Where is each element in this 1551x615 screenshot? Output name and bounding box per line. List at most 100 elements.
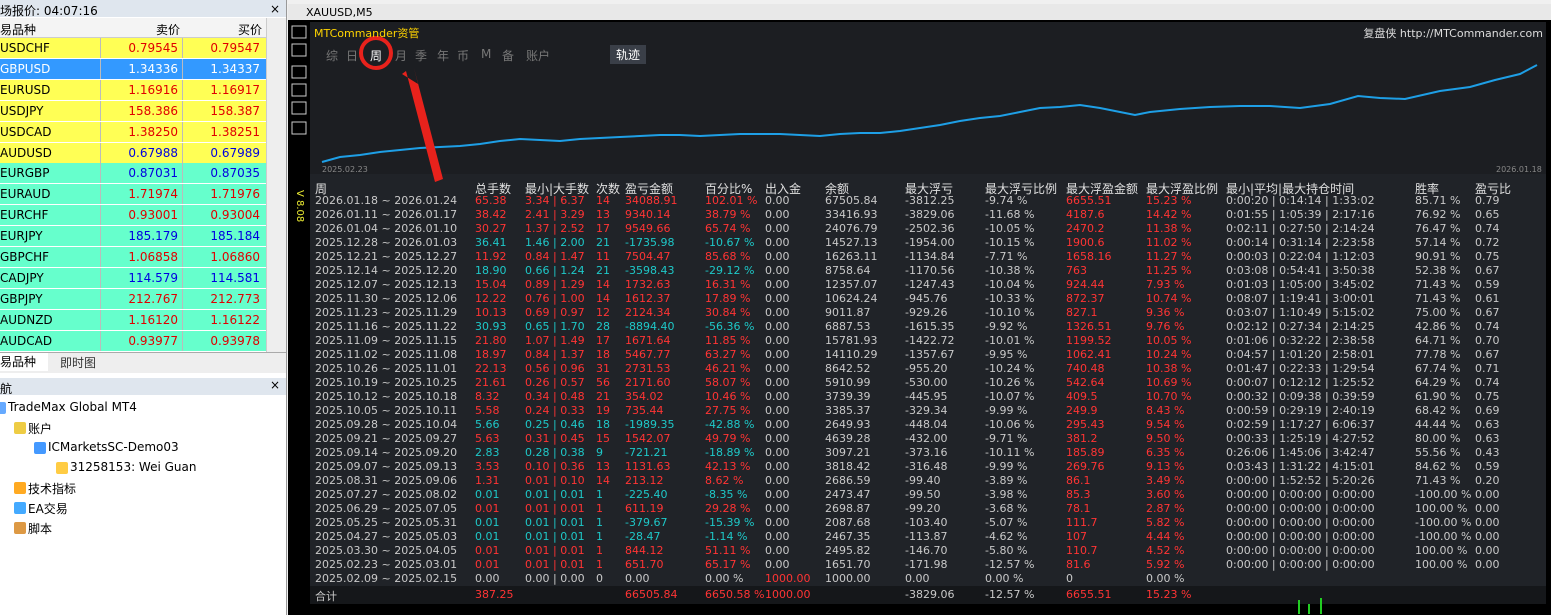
table-cell: 0.00	[765, 194, 790, 207]
table-cell: -1170.56	[905, 264, 955, 277]
tab[interactable]: M	[481, 47, 492, 61]
table-cell: 17	[596, 334, 610, 347]
table-cell: 46.21 %	[705, 362, 751, 375]
tree-item[interactable]: EA交易	[28, 502, 68, 516]
table-cell: -10.06 %	[985, 418, 1035, 431]
table-cell: 381.2	[1066, 432, 1098, 445]
table-cell: -10.10 %	[985, 306, 1035, 319]
table-cell: 17.89 %	[705, 292, 751, 305]
table-cell: 8642.52	[825, 362, 871, 375]
panel-title: 场报价: 04:07:16	[0, 4, 98, 18]
table-cell: 827.1	[1066, 306, 1098, 319]
tree-item[interactable]: 脚本	[28, 522, 53, 536]
table-cell: 2025.09.21 ~ 2025.09.27	[315, 432, 458, 445]
table-cell: 0.10 | 0.36	[525, 460, 585, 473]
table-cell: 0:00:00 | 0:00:00 | 0:00:00	[1226, 544, 1375, 557]
quote-row	[0, 163, 266, 184]
table-cell: 0:03:43 | 1:31:22 | 4:15:01	[1226, 460, 1375, 473]
column-header: 易品种	[0, 23, 37, 37]
tab[interactable]: 账户	[526, 49, 551, 63]
tab[interactable]: 日	[346, 49, 359, 63]
cell-divider	[182, 100, 183, 121]
table-cell: 0.00	[1475, 488, 1500, 501]
cell-divider	[182, 79, 183, 100]
table-cell: 10.05 %	[1146, 334, 1192, 347]
table-cell: -721.21	[625, 446, 668, 459]
equity-curve	[321, 64, 1538, 163]
table-cell: 3385.37	[825, 404, 871, 417]
tab[interactable]: 综	[326, 49, 339, 63]
tree-item[interactable]: 31258153: Wei Guan	[70, 460, 197, 474]
table-cell: 2025.12.14 ~ 2025.12.20	[315, 264, 458, 277]
tree-item[interactable]: 技术指标	[28, 482, 77, 496]
tool-icon[interactable]	[291, 101, 307, 115]
tool-icon[interactable]	[291, 65, 307, 79]
tab[interactable]: 备	[502, 49, 515, 63]
table-cell: -171.98	[905, 558, 948, 571]
tree-item[interactable]: 账户	[28, 422, 53, 436]
table-cell: 0.00	[765, 544, 790, 557]
table-cell: 0.00	[765, 376, 790, 389]
table-cell: 67.74 %	[1415, 362, 1461, 375]
link[interactable]: 复盘侠 http://MTCommander.com	[1363, 27, 1543, 40]
column-header: 最大浮盈比例	[1146, 182, 1219, 196]
table-cell: 0.00 %	[705, 572, 744, 585]
table-cell: -945.76	[905, 292, 948, 305]
table-cell: 0.00	[905, 572, 930, 585]
table-cell: 0.00	[765, 334, 790, 347]
tab[interactable]: 轨迹	[610, 45, 647, 64]
tab[interactable]: 即时图	[60, 356, 97, 370]
table-cell: 8.32	[475, 390, 500, 403]
table-cell: 85.71 %	[1415, 194, 1461, 207]
tool-icon[interactable]	[291, 83, 307, 97]
table-cell: 0.01	[475, 558, 500, 571]
table-cell: 3.49 %	[1146, 474, 1185, 487]
tool-icon[interactable]	[291, 25, 307, 39]
tab[interactable]: 易品种	[0, 353, 48, 371]
table-cell: 15.04	[475, 278, 507, 291]
column-header: 百分比%	[705, 182, 753, 196]
tab[interactable]: 年	[437, 49, 450, 63]
ask: 1.16122	[210, 312, 260, 327]
table-cell: 0.59	[1475, 460, 1500, 473]
table-cell: 2025.10.19 ~ 2025.10.25	[315, 376, 458, 389]
table-cell: 2025.05.25 ~ 2025.05.31	[315, 516, 458, 529]
table-cell: 5910.99	[825, 376, 871, 389]
table-cell: 2025.02.09 ~ 2025.02.15	[315, 572, 458, 585]
table-cell: 0:03:07 | 1:10:49 | 5:15:02	[1226, 306, 1375, 319]
table-cell: 2025.04.27 ~ 2025.05.03	[315, 530, 458, 543]
close-button[interactable]: ×	[270, 2, 281, 16]
tab[interactable]: 币	[457, 49, 470, 63]
close-button[interactable]: ×	[270, 378, 281, 392]
table-cell: 2467.35	[825, 530, 871, 543]
scrollbar[interactable]	[266, 18, 286, 353]
quote-row	[0, 226, 266, 247]
bid: 1.16120	[128, 312, 178, 327]
panel-title: 航	[0, 382, 13, 396]
column-header: 买价	[237, 23, 262, 37]
table-cell: 0.74	[1475, 222, 1500, 235]
symbol: GBPCHF	[0, 250, 50, 264]
tree-item[interactable]: ICMarketsSC-Demo03	[48, 440, 179, 454]
cell-divider	[182, 247, 183, 267]
tree-item[interactable]: TradeMax Global MT4	[8, 400, 137, 414]
table-cell: 100.00 %	[1415, 558, 1468, 571]
table-cell: 2025.09.07 ~ 2025.09.13	[315, 460, 458, 473]
tab[interactable]: 季	[415, 49, 428, 63]
ask: 185.184	[210, 229, 260, 244]
table-cell: 1199.52	[1066, 334, 1112, 347]
table-cell: 5.92 %	[1146, 558, 1185, 571]
table-cell: 65.38	[475, 194, 507, 207]
tab[interactable]: 月	[395, 49, 408, 63]
table-cell: 0.00	[765, 250, 790, 263]
table-cell: 0.84 | 1.47	[525, 250, 585, 263]
table-cell: -10.11 %	[985, 446, 1035, 459]
axis-date: 2026.01.18	[1496, 165, 1542, 174]
table-cell: 9	[596, 446, 603, 459]
tab[interactable]: 周	[370, 49, 383, 63]
tool-icon[interactable]	[291, 121, 307, 135]
tool-icon[interactable]	[291, 43, 307, 57]
table-cell: 2025.11.23 ~ 2025.11.29	[315, 306, 458, 319]
table-cell: 100.00 %	[1415, 502, 1468, 515]
